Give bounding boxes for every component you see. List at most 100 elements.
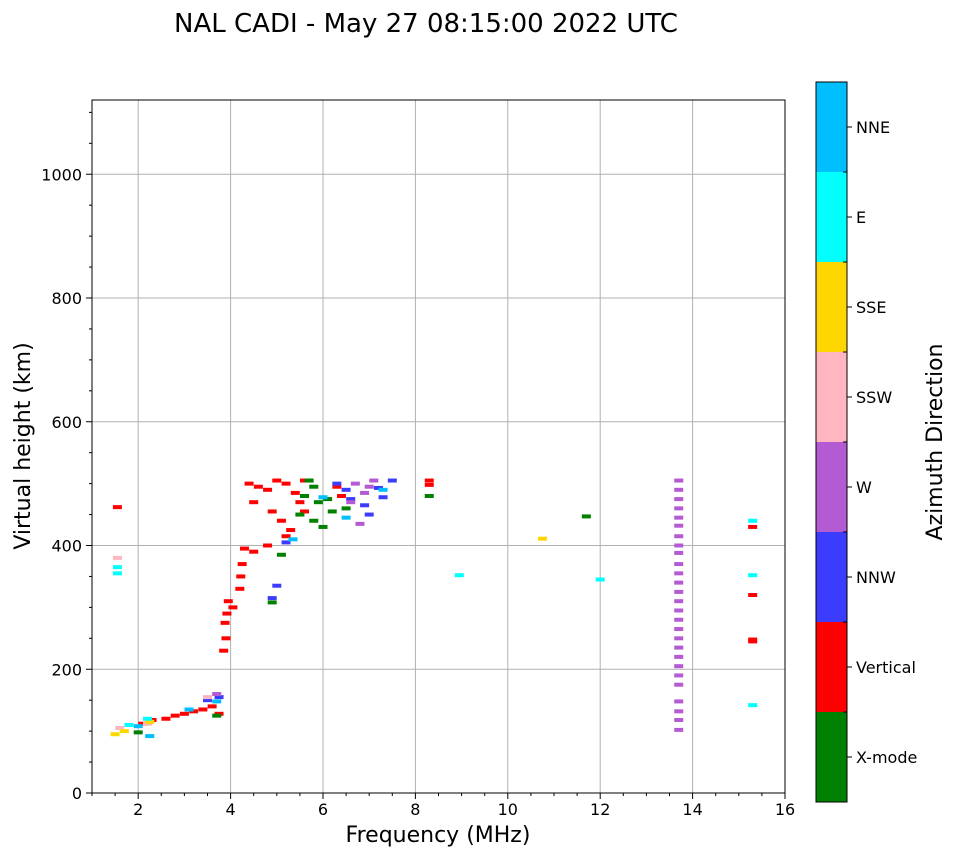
y-tick-label: 400 [51, 537, 82, 556]
data-points [110, 478, 758, 739]
data-point [748, 518, 758, 523]
data-point [212, 699, 222, 704]
data-point [360, 503, 370, 508]
data-point [424, 494, 434, 498]
data-point [341, 487, 351, 492]
colorbar-segment [816, 82, 847, 172]
data-point [119, 729, 129, 734]
data-point [272, 583, 282, 588]
data-point [674, 571, 684, 576]
data-point [290, 490, 300, 495]
data-point [674, 580, 684, 585]
colorbar-frame [815, 81, 848, 803]
colorbar-segment [816, 172, 847, 262]
data-point [115, 726, 125, 731]
data-point [674, 617, 684, 622]
data-point [203, 695, 212, 700]
data-point [223, 599, 233, 604]
colorbar: X-mode Vertical NNW W SSW SSE E NNE [815, 81, 917, 803]
colorbar-segment [816, 712, 847, 802]
data-point [138, 721, 148, 726]
data-point [203, 698, 212, 703]
data-point [674, 636, 684, 641]
data-point [313, 500, 323, 505]
grid-lines [92, 100, 785, 793]
data-point [189, 709, 199, 714]
colorbar-tick-label: NNW [856, 568, 896, 587]
data-point [341, 506, 351, 511]
colorbar-tick-label: E [856, 208, 866, 227]
data-point [364, 512, 374, 517]
data-point [300, 478, 310, 483]
data-point [387, 478, 397, 483]
data-point [212, 692, 222, 696]
data-point [112, 565, 122, 570]
data-point [198, 707, 208, 712]
data-point [341, 515, 351, 520]
data-point [674, 515, 684, 520]
data-point [748, 524, 758, 529]
colorbar-tick-label: SSW [856, 388, 892, 407]
data-point [267, 600, 277, 605]
data-point [112, 571, 122, 576]
data-point [112, 505, 122, 510]
data-point [360, 490, 370, 495]
data-point [133, 730, 143, 735]
data-point [295, 512, 305, 517]
data-point [184, 707, 194, 712]
data-point [674, 562, 684, 567]
y-tick-label: 1000 [41, 165, 82, 184]
data-point [161, 716, 171, 721]
data-point [323, 497, 333, 502]
data-point [346, 500, 356, 505]
data-point [281, 534, 291, 539]
data-point [674, 664, 684, 669]
data-point [424, 482, 434, 487]
data-point [228, 605, 238, 610]
colorbar-tick-label: W [856, 478, 872, 497]
colorbar-segment [816, 442, 847, 532]
data-point [253, 484, 263, 489]
y-axis-label: Virtual height (km) [11, 342, 36, 549]
colorbar-segment [816, 352, 847, 442]
data-point [239, 546, 249, 551]
plot-frame [91, 99, 786, 794]
data-point [332, 484, 342, 489]
data-point [110, 732, 120, 737]
data-point [142, 716, 152, 721]
data-point [286, 528, 296, 533]
data-point [355, 521, 365, 526]
data-point [263, 543, 273, 548]
data-point [281, 481, 291, 486]
colorbar-label: Azimuth Direction [923, 343, 948, 540]
data-point [219, 648, 229, 653]
data-point [537, 536, 547, 541]
data-point [214, 695, 224, 700]
data-point [212, 713, 222, 718]
data-point [674, 550, 684, 555]
data-point [267, 509, 277, 514]
data-point [748, 703, 758, 708]
data-point [133, 724, 143, 729]
data-point [424, 478, 434, 483]
colorbar-segment [816, 262, 847, 352]
data-point [336, 494, 346, 498]
data-point [378, 495, 388, 500]
data-point [674, 497, 684, 502]
colorbar-tick-label: Vertical [856, 658, 916, 677]
x-tick-label: 8 [410, 800, 420, 819]
x-tick-label: 12 [590, 800, 610, 819]
data-point [300, 509, 310, 514]
data-point [295, 500, 305, 505]
data-point [674, 682, 684, 687]
data-point [304, 478, 314, 483]
data-point [346, 497, 356, 502]
data-point [364, 484, 374, 489]
data-point [748, 593, 758, 597]
data-point [378, 487, 388, 492]
data-point [674, 534, 684, 539]
data-point [249, 549, 259, 554]
data-point [674, 523, 684, 528]
data-point [327, 509, 337, 514]
data-point [236, 574, 246, 579]
